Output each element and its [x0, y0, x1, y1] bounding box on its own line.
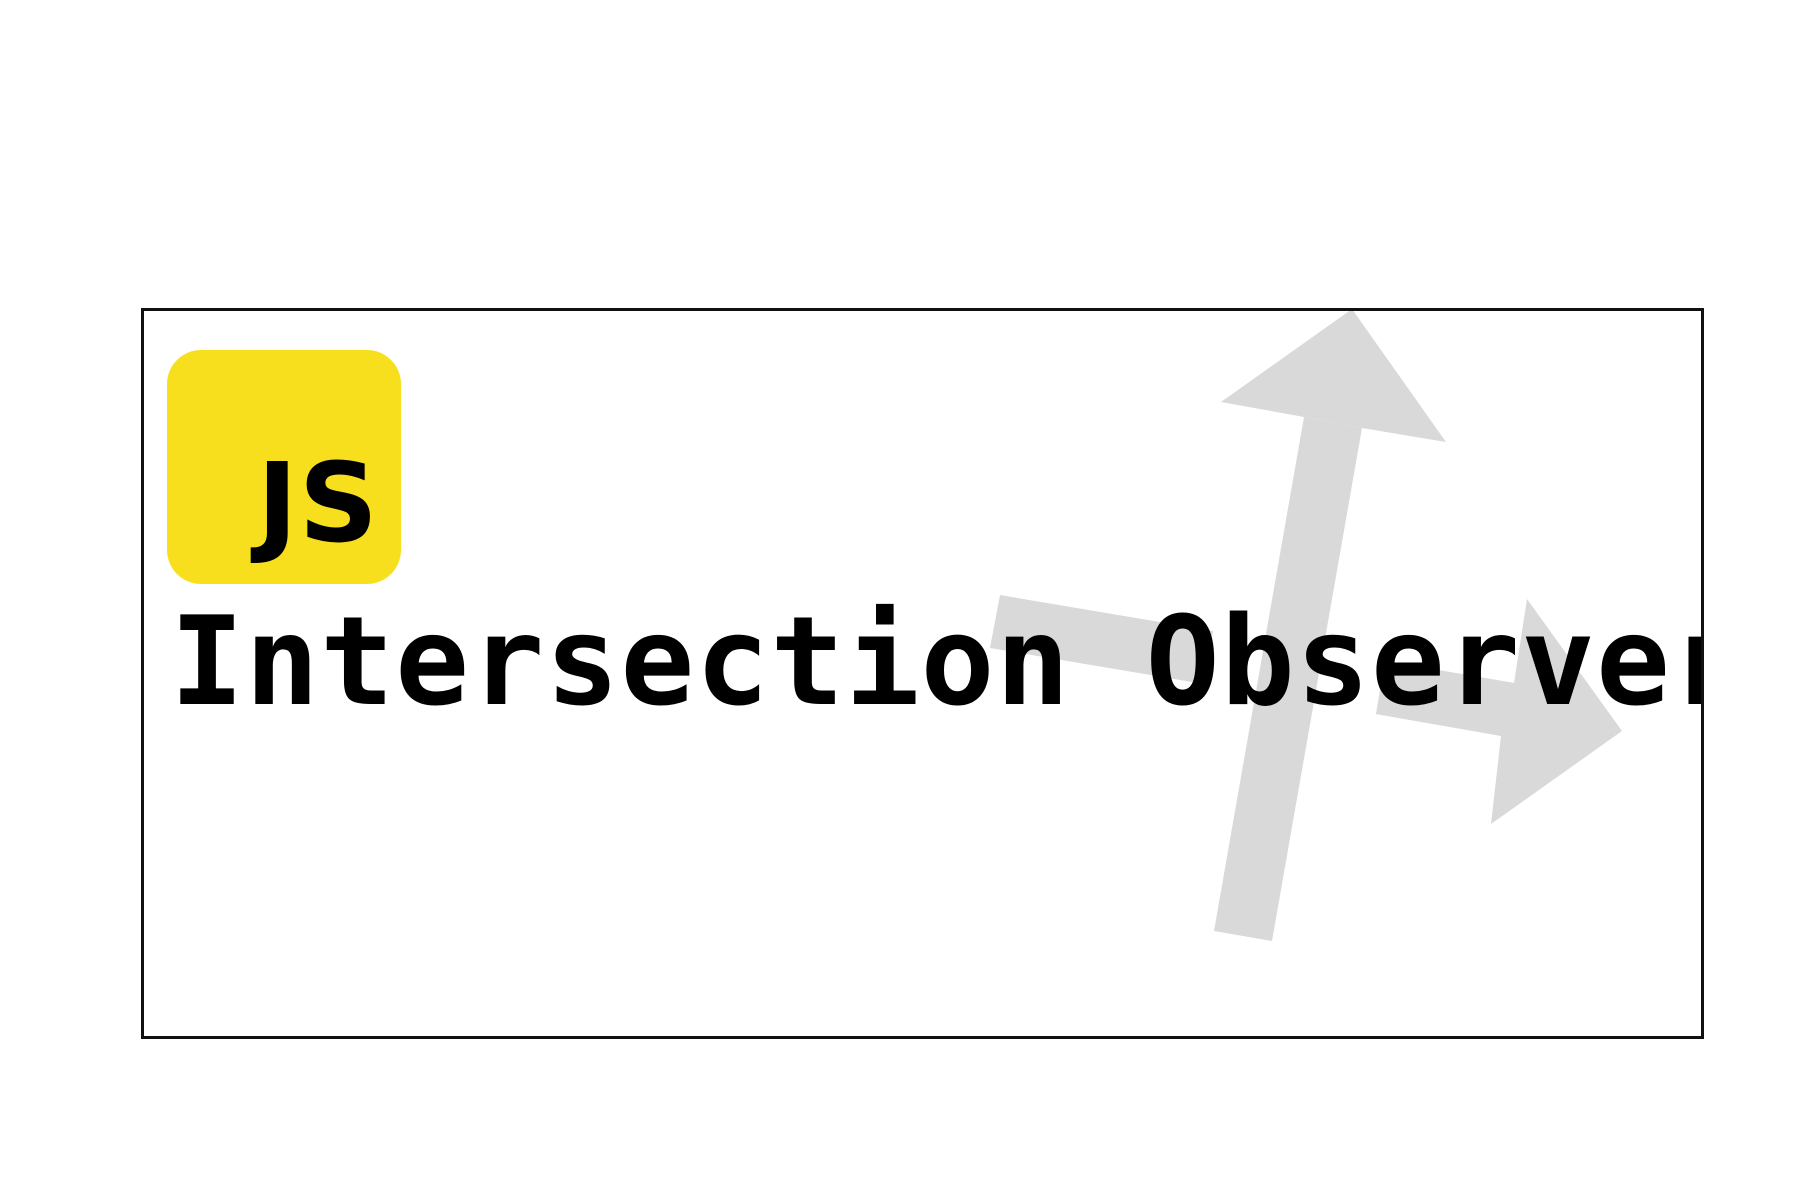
right-arrow-shaft: [990, 595, 1213, 684]
banner-frame: JS Intersection Observer: [141, 308, 1704, 1039]
up-arrow-head: [1221, 311, 1446, 442]
js-logo: JS: [167, 350, 401, 584]
right-arrow-head: [1376, 599, 1622, 824]
arrow-decoration: [990, 311, 1622, 941]
up-arrow-icon: [1214, 311, 1446, 941]
up-arrow-shaft: [1214, 417, 1362, 941]
page-title: Intersection Observer: [170, 591, 1704, 734]
right-arrow-icon: [990, 595, 1622, 824]
js-logo-label: JS: [256, 439, 379, 567]
